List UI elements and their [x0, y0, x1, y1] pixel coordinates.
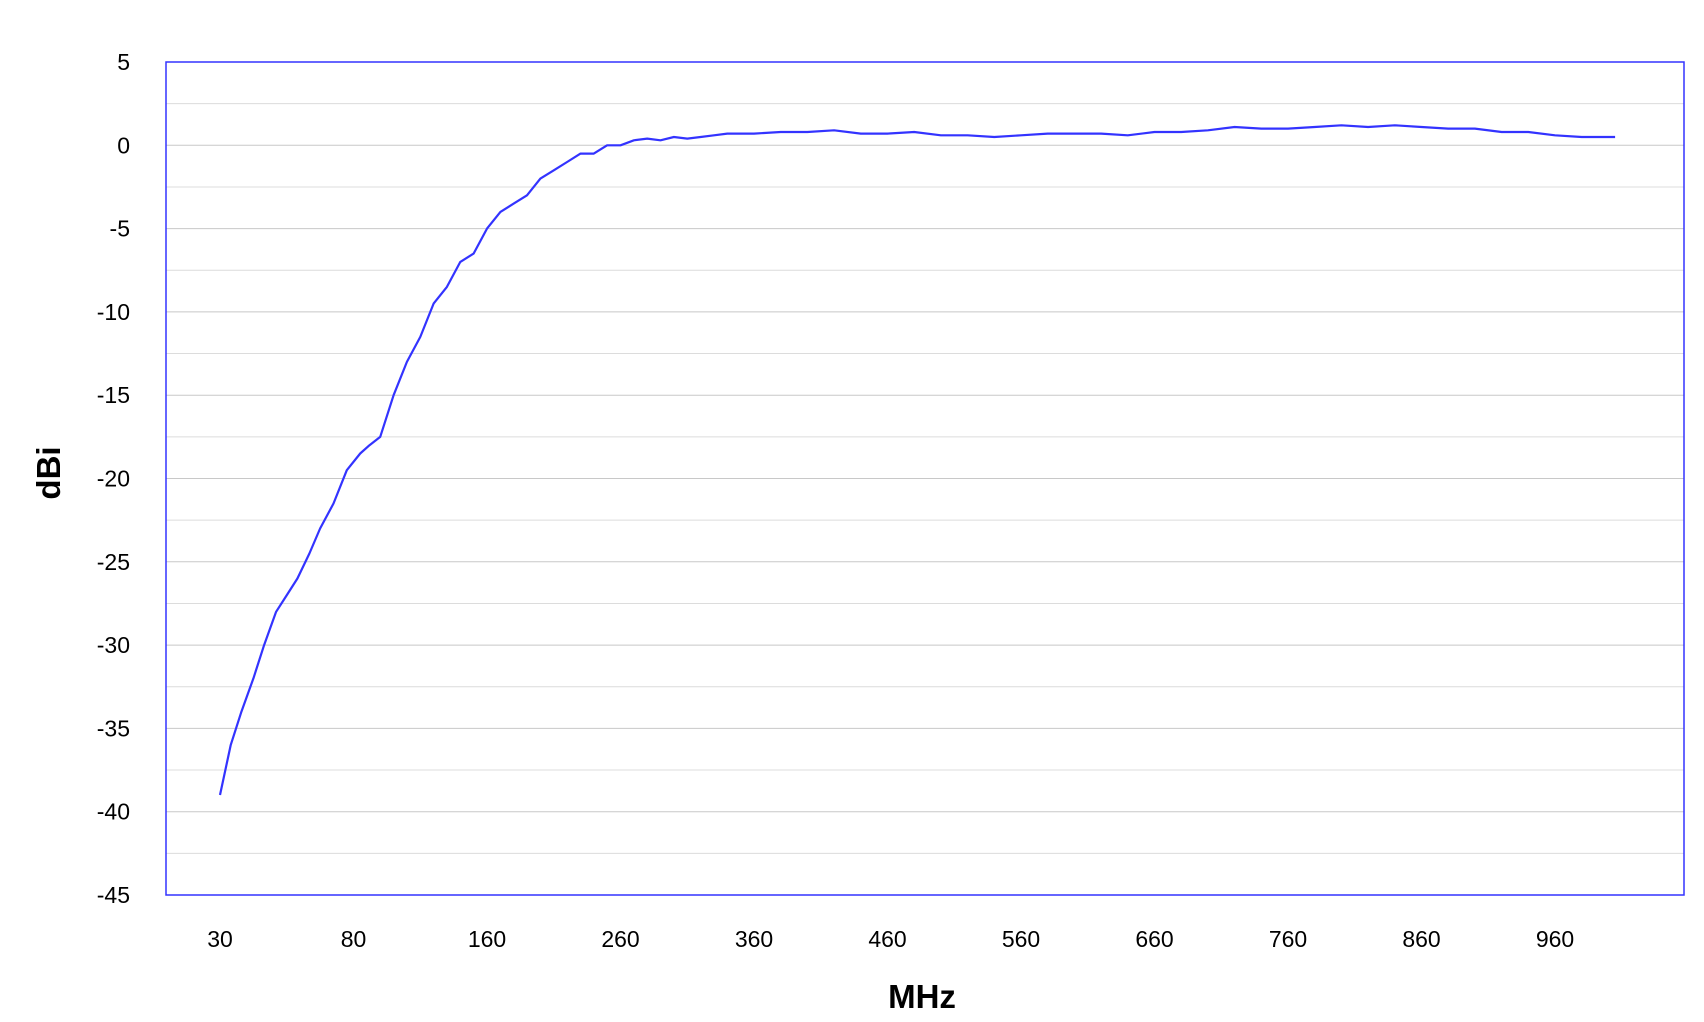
series-line [218, 124, 1616, 796]
y-tick-label: -20 [97, 466, 130, 492]
y-tick-label: -30 [97, 632, 130, 658]
x-tick-label: 460 [868, 926, 906, 952]
x-tick-label: 760 [1269, 926, 1307, 952]
gridlines [166, 61, 1684, 896]
x-tick-label: 360 [735, 926, 773, 952]
x-tick-label: 660 [1135, 926, 1173, 952]
x-tick-label: 160 [468, 926, 506, 952]
x-axis-title: MHz [888, 978, 956, 1015]
y-axis-tick-labels: 5 0 -5 -10 -15 -20 -25 -30 -35 -40 -45 [97, 49, 130, 908]
y-tick-label: -45 [97, 882, 130, 908]
x-tick-label: 30 [207, 926, 233, 952]
y-tick-label: -35 [97, 715, 130, 741]
x-tick-label: 960 [1536, 926, 1574, 952]
y-tick-label: 5 [117, 49, 130, 75]
y-tick-label: 0 [117, 132, 130, 158]
y-tick-label: -25 [97, 549, 130, 575]
y-tick-label: -5 [110, 216, 130, 242]
plot-border [165, 61, 1685, 896]
x-tick-label: 260 [601, 926, 639, 952]
x-tick-label: 560 [1002, 926, 1040, 952]
y-tick-label: -40 [97, 799, 130, 825]
x-tick-label: 80 [341, 926, 367, 952]
x-axis-tick-labels: 30 80 160 260 360 460 560 660 760 860 960 [207, 926, 1574, 952]
x-tick-label: 860 [1402, 926, 1440, 952]
y-axis-title: dBi [30, 446, 67, 499]
y-tick-label: -10 [97, 299, 130, 325]
y-tick-label: -15 [97, 382, 130, 408]
